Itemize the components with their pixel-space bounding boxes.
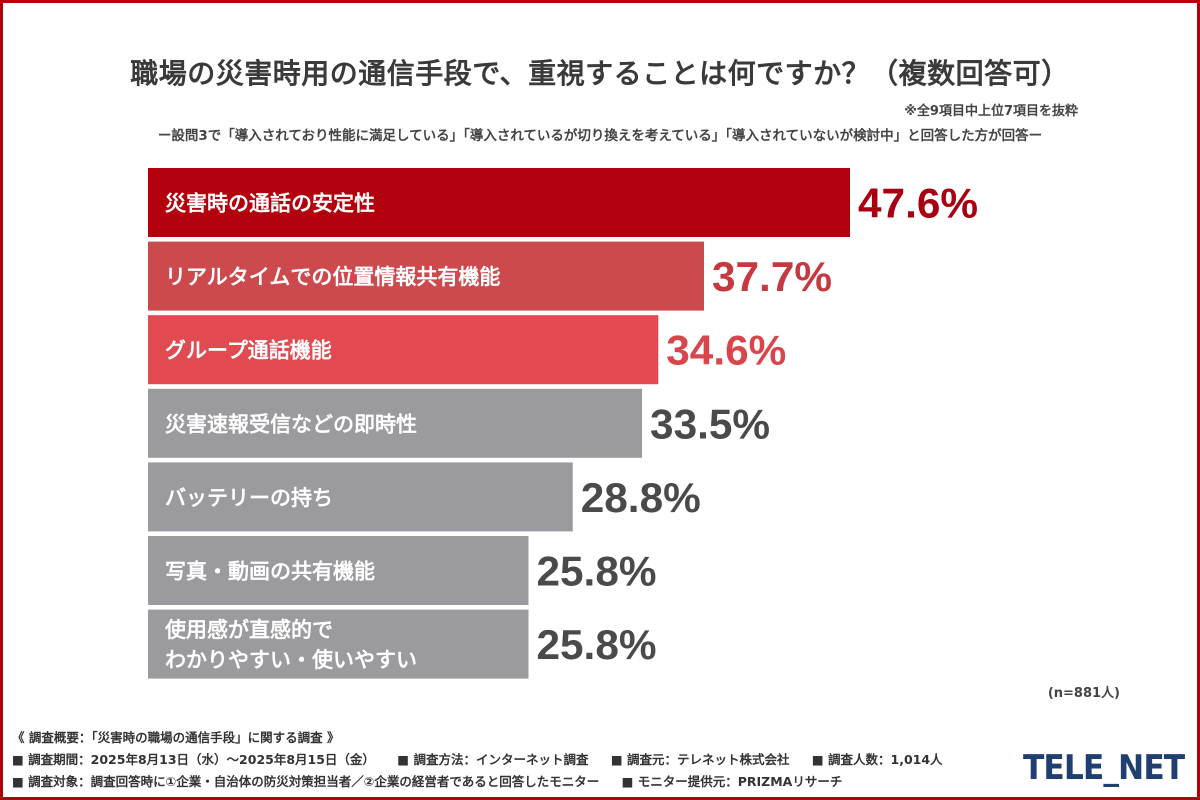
bar-5 (148, 536, 529, 605)
survey-organizer: ■ 調査元：テレネット株式会社 (610, 752, 790, 767)
category-label-2: グループ通話機能 (165, 339, 332, 363)
category-label-3: 災害速報受信などの即時性 (165, 412, 417, 436)
category-label-1: リアルタイムでの位置情報共有機能 (165, 265, 500, 289)
survey-period: ■ 調査期間：2025年8月13日（水）〜2025年8月15日（金） (12, 752, 375, 767)
telenet-logo: TELE_NET (1022, 748, 1185, 788)
category-label-4: バッテリーの持ち (165, 486, 333, 510)
value-label-6: 25.8% (536, 621, 656, 668)
bar-1 (148, 241, 704, 311)
value-label-5: 25.8% (536, 548, 656, 595)
sample-size-label: (n=881人) (1047, 686, 1120, 701)
survey-footer: 《 調査概要：「災害時の職場の通信手段」に関する調査 》 ■ 調査期間：2025… (12, 727, 961, 793)
survey-method: ■ 調査方法：インターネット調査 (397, 752, 589, 767)
value-label-1: 37.7% (712, 253, 832, 300)
chart-note: ※全9項目中上位7項目を抜粋 (904, 104, 1078, 119)
category-label-5: 写真・動画の共有機能 (165, 560, 375, 584)
bar-2 (148, 315, 659, 385)
survey-provider: ■ モニター提供元：PRIZMAリサーチ (621, 774, 843, 789)
survey-overview: 《 調査概要：「災害時の職場の通信手段」に関する調査 》 (12, 730, 340, 745)
bar-chart: 災害時の通話の安定性 47.6% リアルタイムでの位置情報共有機能 37.7% グループ… (148, 168, 978, 679)
bar-3 (148, 388, 643, 458)
bar-4 (148, 462, 573, 532)
value-label-2: 34.6% (666, 327, 786, 374)
bar-6 (148, 609, 529, 679)
survey-count: ■ 調査人数：1,014人 (811, 752, 943, 767)
survey-target: ■ 調査対象：調査回答時に①企業・自治体の防災対策担当者／②企業の経営者であると… (12, 774, 600, 789)
category-label-6: 使用感が直感的でわかりやすい・使いやすい (164, 618, 417, 672)
value-label-0: 47.6% (858, 180, 978, 227)
chart-subtitle: ー設問3で「導入されており性能に満足している」「導入されているが切り換えを考えて… (157, 128, 1043, 144)
value-label-3: 33.5% (650, 400, 770, 447)
chart-title: 職場の災害時用の通信手段で、重視することは何ですか？（複数回答可） (130, 57, 1070, 90)
bar-0 (148, 168, 850, 237)
survey-target-row: ■ 調査対象：調査回答時に①企業・自治体の防災対策担当者／②企業の経営者であると… (12, 771, 961, 793)
category-label-0: 災害時の通話の安定性 (165, 192, 375, 216)
value-label-4: 28.8% (581, 474, 701, 521)
survey-details-row: ■ 調査期間：2025年8月13日（水）〜2025年8月15日（金） ■ 調査方… (12, 749, 961, 771)
